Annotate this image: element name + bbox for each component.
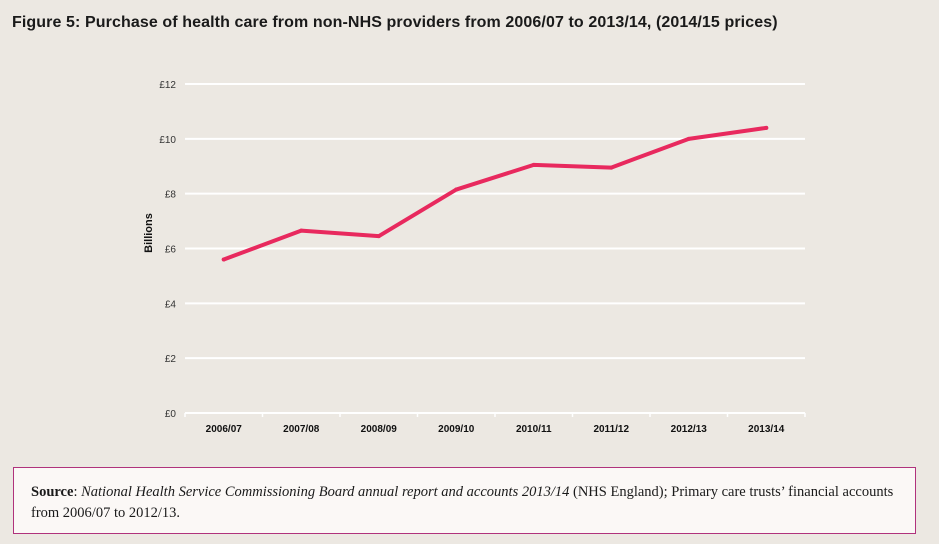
series-line xyxy=(221,125,769,262)
figure-title: Figure 5: Purchase of health care from n… xyxy=(12,14,778,31)
data-point xyxy=(376,234,381,239)
x-axis-ticks: 2006/07 2007/08 2008/09 2009/10 2010/11 2011/… xyxy=(206,424,785,435)
y-axis-label: Billions xyxy=(143,213,155,253)
data-point xyxy=(221,257,226,262)
y-tick-label: £10 xyxy=(159,135,176,146)
x-tick-label: 2006/07 xyxy=(206,424,243,435)
x-tick-label: 2011/12 xyxy=(593,424,629,435)
y-tick-label: £2 xyxy=(165,354,177,365)
y-tick-label: £8 xyxy=(165,190,177,201)
grid-lines xyxy=(184,83,806,417)
y-tick-label: £0 xyxy=(165,409,177,420)
data-point xyxy=(299,228,304,233)
y-tick-label: £6 xyxy=(165,245,177,256)
y-tick-label: £4 xyxy=(165,299,177,310)
source-title: National Health Service Commissioning Bo… xyxy=(81,484,570,500)
x-tick-label: 2009/10 xyxy=(438,424,475,435)
x-tick-label: 2008/09 xyxy=(361,424,398,435)
source-separator: : xyxy=(73,484,82,500)
x-tick-label: 2013/14 xyxy=(748,424,785,435)
y-axis-ticks: £0 £2 £4 £6 £8 £10 £12 xyxy=(159,80,176,420)
data-point xyxy=(454,187,459,192)
series-layer xyxy=(221,125,769,262)
data-point xyxy=(609,165,614,170)
x-tick-label: 2012/13 xyxy=(671,424,708,435)
x-tick-label: 2010/11 xyxy=(516,424,552,435)
source-detail: (NHS England); Primary care trusts’ fina… xyxy=(31,484,894,521)
data-point xyxy=(764,125,769,130)
data-point xyxy=(531,162,536,167)
y-tick-label: £12 xyxy=(159,80,176,91)
line-chart: £0£2£4£6£8£10£12 2006/07 2007/08 2008/09 20… xyxy=(143,80,806,435)
source-label: Source xyxy=(31,484,74,500)
source-note: Source: National Health Service Commissi… xyxy=(13,467,916,534)
x-tick-label: 2007/08 xyxy=(283,424,320,435)
data-point xyxy=(686,136,691,141)
